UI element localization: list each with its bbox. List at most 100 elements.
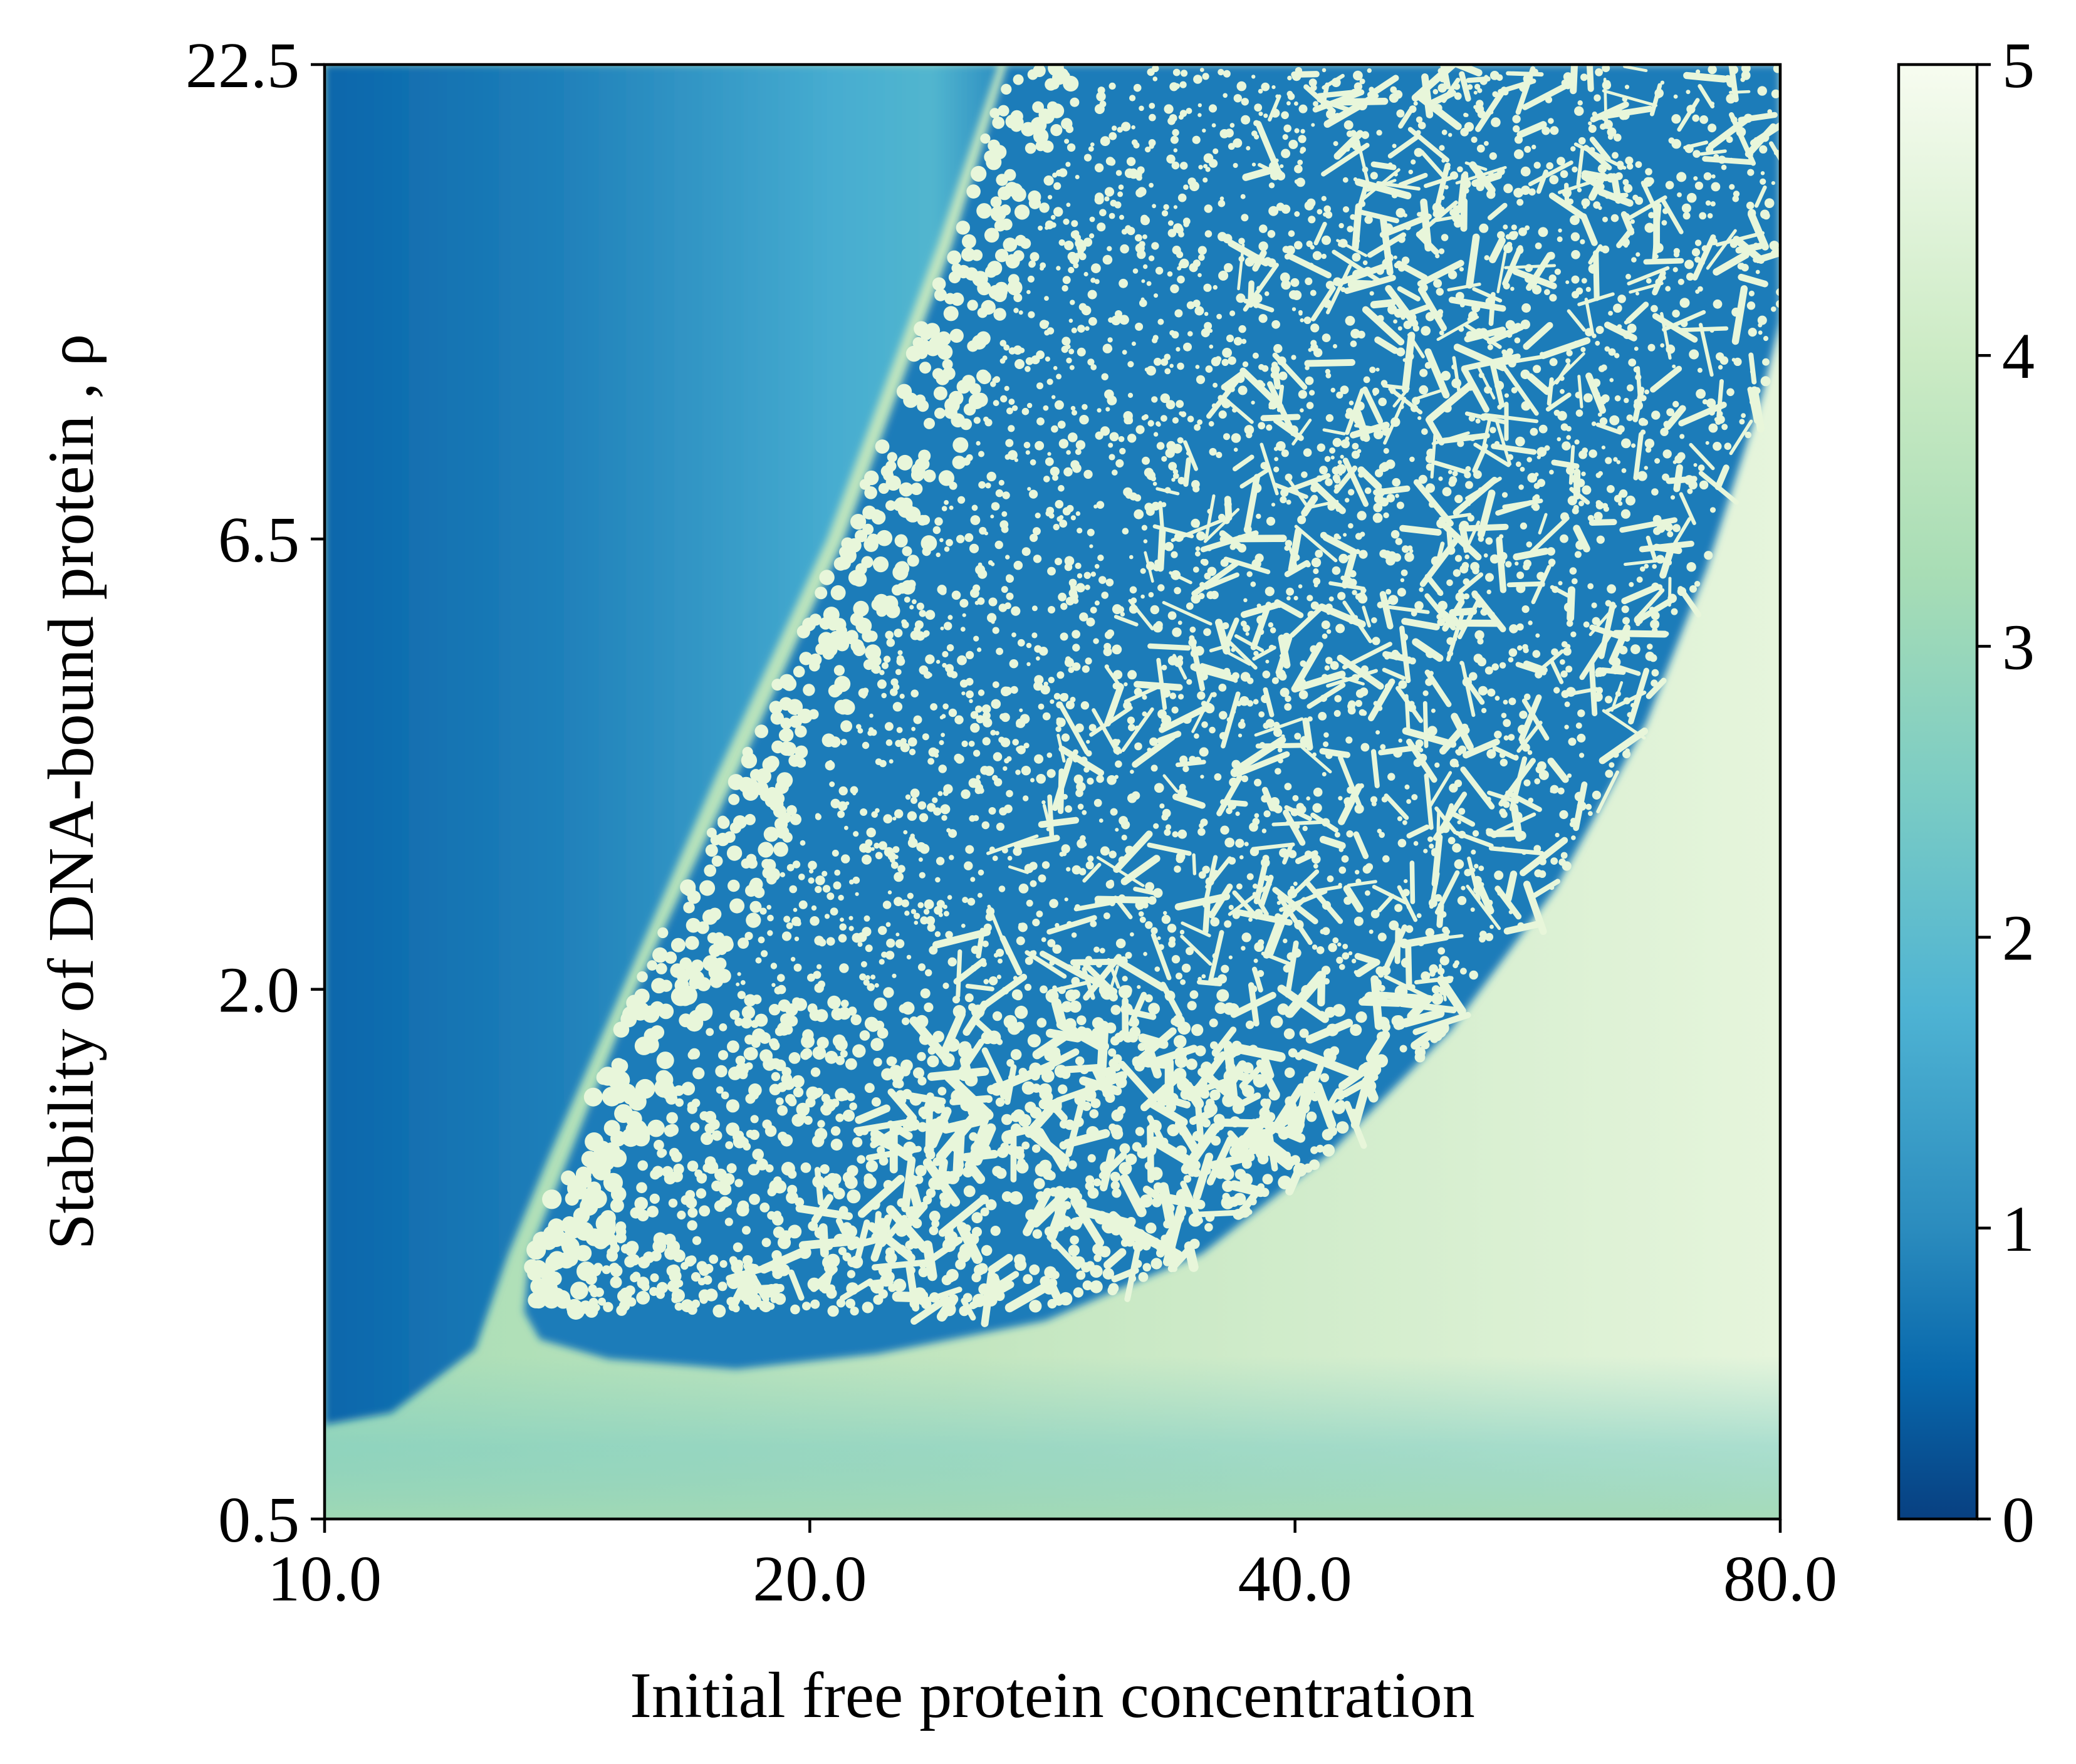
pattern-spot — [1394, 1018, 1406, 1030]
pattern-spot — [1402, 820, 1407, 825]
pattern-spot — [1030, 533, 1038, 542]
pattern-spot — [930, 703, 937, 711]
pattern-spot — [1582, 204, 1587, 209]
pattern-stripe — [1463, 738, 1500, 759]
pattern-spot — [1428, 899, 1437, 907]
pattern-spot — [946, 539, 953, 546]
pattern-spot — [1075, 175, 1080, 179]
pattern-spot — [1622, 179, 1629, 185]
pattern-spot — [1399, 404, 1404, 409]
pattern-spot — [1417, 416, 1422, 420]
pattern-spot — [1671, 114, 1681, 124]
pattern-spot — [1065, 344, 1071, 350]
pattern-spot — [758, 842, 774, 858]
pattern-spot — [1043, 320, 1050, 326]
pattern-spot — [1489, 427, 1496, 434]
pattern-stripe — [1244, 474, 1260, 533]
pattern-spot — [899, 694, 905, 699]
pattern-spot — [1699, 115, 1709, 124]
pattern-spot — [1154, 357, 1162, 366]
pattern-stripe — [1505, 870, 1518, 902]
pattern-stripe — [1362, 386, 1384, 424]
pattern-spot — [1164, 541, 1174, 551]
pattern-spot — [1198, 871, 1206, 879]
pattern-spot — [637, 1276, 650, 1289]
pattern-spot — [1019, 347, 1025, 353]
pattern-stripe — [1406, 824, 1430, 839]
pattern-spot — [1449, 758, 1459, 768]
pattern-spot — [1686, 192, 1697, 203]
pattern-spot — [1125, 952, 1132, 959]
pattern-spot — [1201, 974, 1206, 979]
pattern-spot — [1273, 721, 1280, 729]
pattern-spot — [922, 1195, 932, 1205]
pattern-stripe — [1065, 1100, 1085, 1157]
pattern-spot — [1294, 101, 1298, 106]
pattern-spot — [1566, 435, 1571, 440]
pattern-spot — [1563, 72, 1573, 81]
pattern-spot — [1038, 703, 1045, 710]
pattern-stripe — [1051, 998, 1067, 1026]
pattern-stripe — [1119, 1174, 1147, 1218]
pattern-spot — [1093, 1178, 1102, 1187]
pattern-spot — [1308, 78, 1317, 87]
pattern-spot — [1305, 561, 1311, 568]
pattern-spot — [961, 248, 976, 262]
pattern-spot — [1383, 447, 1389, 454]
pattern-spot — [687, 1161, 699, 1172]
pattern-spot — [1011, 606, 1021, 616]
pattern-spot — [1582, 485, 1592, 495]
pattern-spot — [1195, 1045, 1206, 1057]
pattern-spot — [1252, 884, 1258, 889]
pattern-stripe — [1457, 598, 1481, 640]
pattern-spot — [734, 1179, 743, 1187]
pattern-stripe — [932, 928, 991, 949]
pattern-spot — [1398, 680, 1407, 689]
pattern-spot — [840, 739, 847, 746]
pattern-spot — [1029, 1300, 1042, 1313]
pattern-spot — [1392, 144, 1397, 149]
pattern-stripe — [1569, 487, 1590, 505]
pattern-spot — [1182, 765, 1189, 773]
pattern-spot — [1503, 735, 1509, 741]
pattern-spot — [1044, 1050, 1056, 1062]
pattern-stripe — [855, 1104, 890, 1124]
pattern-spot — [1191, 518, 1200, 528]
pattern-spot — [752, 1028, 766, 1042]
pattern-spot — [838, 1206, 848, 1216]
pattern-spot — [1075, 583, 1085, 593]
pattern-spot — [1056, 718, 1066, 728]
pattern-spot — [1031, 1144, 1041, 1153]
pattern-spot — [907, 892, 914, 899]
pattern-spot — [721, 1091, 729, 1100]
pattern-stripe — [1382, 667, 1406, 681]
pattern-spot — [1625, 748, 1630, 753]
pattern-spot — [847, 538, 862, 553]
pattern-spot — [1094, 195, 1104, 205]
pattern-stripe — [1355, 958, 1380, 978]
pattern-spot — [1270, 1015, 1283, 1028]
pattern-spot — [1653, 527, 1661, 535]
pattern-spot — [910, 833, 915, 838]
pattern-spot — [1565, 358, 1571, 363]
pattern-spot — [1068, 667, 1075, 673]
pattern-spot — [1409, 456, 1415, 462]
pattern-stripe — [1692, 234, 1716, 281]
pattern-spot — [1680, 320, 1688, 328]
pattern-spot — [1177, 477, 1186, 484]
pattern-spot — [1140, 568, 1146, 574]
pattern-spot — [978, 481, 986, 489]
pattern-spot — [1671, 608, 1678, 615]
pattern-spot — [1015, 770, 1021, 775]
pattern-spot — [852, 1044, 866, 1058]
pattern-spot — [1411, 610, 1417, 617]
pattern-spot — [1478, 372, 1484, 378]
pattern-spot — [1621, 468, 1627, 473]
pattern-spot — [1036, 382, 1043, 390]
pattern-spot — [832, 850, 839, 857]
pattern-spot — [1163, 911, 1167, 916]
pattern-spot — [1049, 899, 1058, 909]
pattern-spot — [893, 1278, 907, 1292]
pattern-spot — [847, 1270, 855, 1278]
pattern-spot — [634, 1197, 648, 1211]
